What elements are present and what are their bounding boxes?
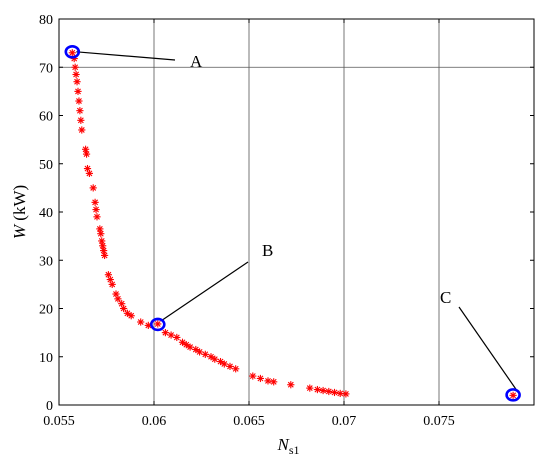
data-point xyxy=(93,213,101,221)
data-point xyxy=(75,97,83,105)
point-label-a: A xyxy=(190,52,203,71)
data-point xyxy=(68,49,76,57)
x-tick-label: 0.06 xyxy=(142,414,167,429)
data-point xyxy=(92,205,100,214)
data-point xyxy=(108,280,116,288)
x-axis-ticks: 0.055 0.06 0.065 0.07 0.075 xyxy=(43,19,455,429)
data-point xyxy=(123,309,132,317)
leader-line-b xyxy=(161,261,249,321)
data-point xyxy=(78,126,86,134)
data-point xyxy=(76,107,84,115)
grid-lines xyxy=(59,19,534,405)
y-axis-ticks: 0 10 20 30 40 50 60 70 80 xyxy=(39,13,534,414)
data-point xyxy=(114,295,122,303)
leader-line-c xyxy=(458,306,518,392)
data-point xyxy=(98,237,106,245)
data-point xyxy=(319,386,327,395)
y-tick-label: 0 xyxy=(46,399,53,414)
data-point xyxy=(325,387,333,396)
y-tick-label: 40 xyxy=(39,206,53,221)
data-point xyxy=(173,333,181,342)
data-point xyxy=(220,360,228,368)
data-point xyxy=(127,312,135,320)
data-point xyxy=(201,350,209,358)
plot-area xyxy=(59,19,534,405)
data-point xyxy=(306,384,314,392)
data-point xyxy=(73,78,81,86)
data-point xyxy=(72,70,80,79)
data-point xyxy=(167,331,175,339)
y-tick-label: 70 xyxy=(39,61,53,76)
data-point xyxy=(211,355,219,363)
y-axis-label-unit: (kW) xyxy=(10,185,29,225)
y-tick-label: 30 xyxy=(39,254,53,269)
x-tick-label: 0.07 xyxy=(332,414,357,429)
y-tick-label: 60 xyxy=(39,110,53,125)
y-tick-label: 80 xyxy=(39,13,53,28)
data-point xyxy=(313,385,321,394)
y-tick-label: 50 xyxy=(39,158,53,173)
data-point xyxy=(100,251,109,260)
data-point xyxy=(287,381,295,389)
data-point xyxy=(342,390,350,398)
x-tick-label: 0.075 xyxy=(423,414,455,429)
x-axis-label-subscript: s1 xyxy=(289,443,300,457)
y-axis-label-symbol: W xyxy=(10,223,29,239)
data-point xyxy=(81,145,90,153)
highlight-ring-b xyxy=(150,317,166,332)
data-point xyxy=(82,150,91,158)
x-tick-label: 0.055 xyxy=(43,414,75,429)
leader-line-a xyxy=(76,51,176,61)
x-axis-label: Ns1 xyxy=(276,435,299,457)
data-point xyxy=(89,184,97,192)
data-point xyxy=(192,345,200,354)
data-point xyxy=(207,353,215,361)
x-axis-label-symbol: N xyxy=(276,435,290,454)
data-point xyxy=(232,365,240,373)
y-tick-label: 20 xyxy=(39,303,53,318)
data-point xyxy=(178,338,187,346)
highlight-ring-c xyxy=(505,388,521,402)
data-point xyxy=(226,362,234,370)
data-point xyxy=(509,391,517,399)
data-point xyxy=(256,374,264,383)
data-point xyxy=(264,377,272,385)
data-point xyxy=(330,388,339,397)
data-point xyxy=(91,198,99,206)
data-series xyxy=(68,49,517,399)
highlighted-points: A B C xyxy=(64,45,521,402)
y-axis-label: W (kW) xyxy=(10,185,29,239)
point-label-c: C xyxy=(440,288,451,307)
x-tick-label: 0.065 xyxy=(233,414,265,429)
highlight-ring-a xyxy=(64,45,81,59)
data-point xyxy=(196,348,204,356)
data-point xyxy=(74,87,82,95)
data-point xyxy=(96,225,104,233)
data-point xyxy=(270,378,278,386)
data-point xyxy=(186,343,194,351)
data-point xyxy=(137,318,145,326)
data-point xyxy=(85,169,94,177)
data-point xyxy=(99,242,107,250)
y-tick-label: 10 xyxy=(39,351,53,366)
data-point xyxy=(154,320,162,328)
data-point xyxy=(97,230,105,238)
data-point xyxy=(119,304,128,313)
data-point xyxy=(71,63,79,71)
data-point xyxy=(216,357,225,366)
data-point xyxy=(182,341,190,349)
data-point xyxy=(100,247,108,255)
data-point xyxy=(161,329,169,337)
data-point xyxy=(77,116,85,124)
point-label-b: B xyxy=(262,241,273,260)
data-point xyxy=(249,372,257,380)
